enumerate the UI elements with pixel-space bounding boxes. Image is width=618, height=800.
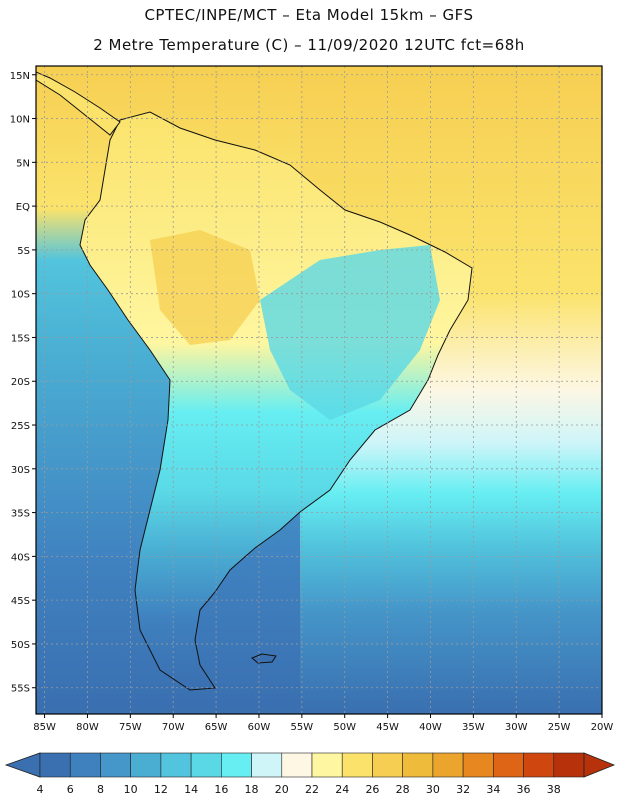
lon-label: 80W	[76, 722, 99, 733]
colorbar-label: 34	[486, 783, 500, 796]
lon-label: 50W	[333, 722, 356, 733]
lat-label: 10N	[10, 115, 30, 126]
lon-label: 30W	[505, 722, 528, 733]
colorbar-swatch	[432, 752, 464, 778]
lat-label: 10S	[11, 290, 30, 301]
colorbar-swatch	[190, 752, 222, 778]
colorbar-label: 30	[426, 783, 440, 796]
colorbar-swatch	[523, 752, 555, 778]
colorbar-swatch	[69, 752, 101, 778]
colorbar-label: 32	[456, 783, 470, 796]
colorbar-swatch	[462, 752, 494, 778]
longitude-labels: 85W 80W 75W 70W 65W 60W 55W 50W 45W 40W 35W 30W 25W 2…	[33, 714, 613, 733]
lat-label: 25S	[11, 421, 30, 432]
map-frame	[35, 65, 603, 715]
lon-label: 25W	[548, 722, 571, 733]
lat-label: 55S	[11, 684, 30, 695]
colorbar-label: 38	[547, 783, 561, 796]
lat-label: 5S	[17, 246, 30, 257]
colorbar-label: 4	[37, 783, 44, 796]
colorbar-label: 22	[305, 783, 319, 796]
map-title-line1: CPTEC/INPE/MCT – Eta Model 15km – GFS	[144, 6, 474, 24]
colorbar-swatch	[221, 752, 252, 778]
lat-label: 15N	[10, 71, 30, 82]
colorbar-swatch	[160, 752, 192, 778]
colorbar	[4, 752, 616, 778]
lat-label: 35S	[11, 509, 30, 520]
colorbar-swatch	[39, 752, 71, 778]
lat-label: 5N	[16, 158, 30, 169]
colorbar-swatch	[402, 752, 434, 778]
colorbar-label: 8	[97, 783, 104, 796]
colorbar-label: 36	[517, 783, 531, 796]
colorbar-under-arrow	[4, 752, 41, 778]
lat-label: 20S	[11, 377, 30, 388]
colorbar-label: 16	[214, 783, 228, 796]
colorbar-label: 24	[335, 783, 349, 796]
colorbar-labels: 4 6 8 10 12 14 16 18 20 22 24 26 28 30 32 34 36 38	[37, 783, 561, 796]
lon-label: 75W	[119, 722, 142, 733]
map-title-line2: 2 Metre Temperature (C) – 11/09/2020 12U…	[93, 36, 525, 54]
colorbar-label: 14	[184, 783, 198, 796]
colorbar-swatch	[281, 752, 313, 778]
colorbar-label: 20	[275, 783, 289, 796]
colorbar-label: 12	[154, 783, 168, 796]
lon-label: 20W	[591, 722, 614, 733]
lon-label: 40W	[419, 722, 442, 733]
lon-label: 70W	[162, 722, 185, 733]
lat-label: 50S	[11, 640, 30, 651]
colorbar-swatch	[251, 752, 283, 778]
lon-label: 45W	[376, 722, 399, 733]
colorbar-swatch	[372, 752, 403, 778]
lat-label: 15S	[11, 333, 30, 344]
lon-label: 35W	[462, 722, 485, 733]
warm-interior-patch	[150, 230, 260, 345]
lat-label: 30S	[11, 465, 30, 476]
colorbar-swatch	[493, 752, 524, 778]
colorbar-label: 6	[67, 783, 74, 796]
lon-label: 55W	[291, 722, 314, 733]
colorbar-label: 28	[396, 783, 410, 796]
colorbar-swatch	[553, 752, 585, 778]
colorbar-label: 26	[365, 783, 379, 796]
cool-highlands-patch	[260, 245, 440, 420]
lon-label: 65W	[205, 722, 228, 733]
falkland-islands	[251, 653, 277, 664]
lon-label: 85W	[33, 722, 56, 733]
colorbar-swatch	[341, 752, 373, 778]
colorbar-swatch	[311, 752, 343, 778]
colorbar-swatch	[130, 752, 162, 778]
latitude-labels: 15N 10N 5N EQ 5S 10S 15S 20S 25S 30S 35S 40S 45S 50S 5…	[10, 71, 36, 695]
map-field	[36, 66, 602, 714]
lat-lon-grid	[36, 66, 602, 714]
lon-label: 60W	[248, 722, 271, 733]
colorbar-label: 10	[124, 783, 138, 796]
lat-label: EQ	[16, 202, 30, 213]
lat-label: 40S	[11, 552, 30, 563]
colorbar-over-arrow	[583, 752, 616, 778]
lat-label: 45S	[11, 596, 30, 607]
colorbar-label: 18	[245, 783, 259, 796]
colorbar-swatch	[100, 752, 131, 778]
